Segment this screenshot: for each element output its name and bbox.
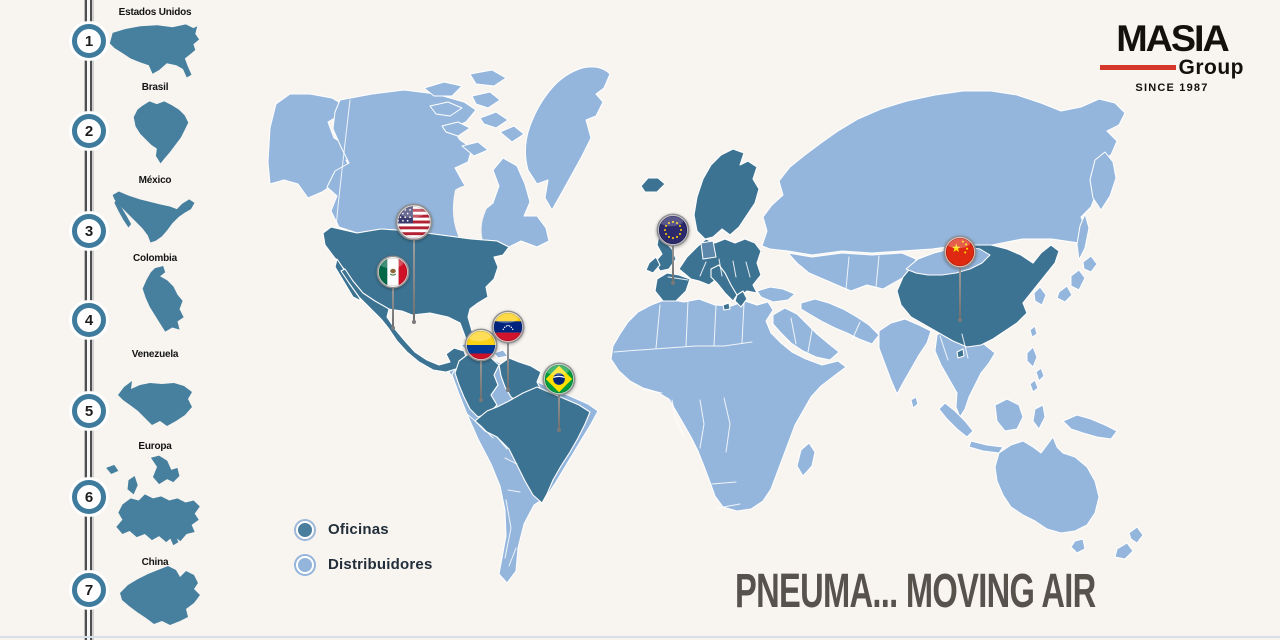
tagline: PNEUMA... MOVING AIR xyxy=(735,565,1096,618)
country-iceland xyxy=(640,177,666,193)
colombia-silhouette-icon xyxy=(142,266,184,332)
country-new-zealand xyxy=(1128,526,1144,544)
region-arabia xyxy=(772,307,840,361)
country-brazil xyxy=(474,386,591,504)
region-kamchatka xyxy=(1089,151,1117,211)
pin-stem-brazil xyxy=(557,379,561,432)
country-new-guinea xyxy=(1062,414,1118,440)
sidebar-step-1: 1 xyxy=(72,24,106,58)
country-australia xyxy=(994,436,1100,534)
pin-stem-mexico xyxy=(391,272,395,330)
mexico-silhouette-icon xyxy=(112,191,195,243)
sidebar-label-china: China xyxy=(141,557,169,568)
pin-stem-usa xyxy=(412,222,416,324)
sidebar-label-estados-unidos: Estados Unidos xyxy=(118,7,192,18)
continent-africa xyxy=(610,298,847,512)
europe-silhouette-icon xyxy=(106,455,200,546)
sidebar-step-6: 6 xyxy=(72,480,106,514)
china-silhouette-icon xyxy=(120,566,200,625)
sidebar-label-brasil: Brasil xyxy=(141,82,169,93)
country-greenland xyxy=(524,66,611,211)
logo-red-bar xyxy=(1100,65,1176,70)
pin-colombia xyxy=(464,328,498,367)
sidebar-step-4: 4 xyxy=(72,303,106,337)
china-flag-icon xyxy=(943,235,977,269)
brazil-flag-icon xyxy=(542,362,576,396)
venezuela-silhouette-icon xyxy=(118,381,192,426)
pin-mexico xyxy=(376,255,410,294)
sidebar-label-venezuela: Venezuela xyxy=(131,349,179,360)
colombia-flag-icon xyxy=(464,328,498,362)
country-india xyxy=(878,318,932,395)
distributors-legend-label: Distribuidores xyxy=(328,556,433,573)
pin-stem-venezuela xyxy=(506,327,510,392)
mexico-flag-icon xyxy=(376,255,410,289)
country-border-lines xyxy=(335,99,969,567)
pin-brasil xyxy=(542,362,576,401)
country-korea xyxy=(1033,286,1047,306)
sidebar-step-5: 5 xyxy=(72,394,106,428)
region-scandinavia xyxy=(693,148,760,240)
country-ireland xyxy=(645,256,661,274)
pin-estados-unidos xyxy=(395,203,433,246)
masia-group-logo: MASIA Group SINCE 1987 xyxy=(1100,20,1244,94)
region-iran xyxy=(800,298,880,345)
country-germany xyxy=(700,240,717,260)
country-italy xyxy=(710,264,738,302)
logo-brand-text: MASIA xyxy=(1116,18,1229,59)
pin-europa xyxy=(656,213,690,252)
hudson-bay xyxy=(452,184,489,250)
distributors-legend-dot xyxy=(296,556,314,574)
offices-legend-dot xyxy=(296,521,314,539)
logo-since-text: SINCE 1987 xyxy=(1135,82,1209,94)
country-japan xyxy=(1082,255,1098,273)
usa-flag-icon xyxy=(395,203,433,241)
usa-silhouette-icon xyxy=(109,24,200,78)
country-madagascar xyxy=(796,442,816,477)
pin-stem-europa xyxy=(671,230,675,285)
country-turkey xyxy=(756,286,796,303)
sidebar-label-europa: Europa xyxy=(138,441,172,452)
pin-stem-colombia xyxy=(479,345,483,402)
distributor-countries-layer xyxy=(267,66,1144,584)
region-central-asia xyxy=(787,252,917,292)
sidebar-step-2: 2 xyxy=(72,114,106,148)
sidebar-label-colombia: Colombia xyxy=(133,253,177,264)
office-countries-layer xyxy=(322,148,1060,504)
country-mexico xyxy=(340,268,468,373)
offices-legend-label: Oficinas xyxy=(328,521,389,538)
pin-stem-china xyxy=(958,252,962,322)
country-russia xyxy=(761,90,1126,256)
pin-venezuela xyxy=(491,310,525,349)
bottom-divider xyxy=(0,636,1280,638)
region-iberia xyxy=(654,272,691,302)
sidebar-step-7: 7 xyxy=(72,573,106,607)
logo-group-text: Group xyxy=(1178,56,1244,79)
sidebar-step-3: 3 xyxy=(72,214,106,248)
eu-flag-icon xyxy=(656,213,690,247)
brazil-silhouette-icon xyxy=(133,101,189,164)
sidebar-label-mexico: México xyxy=(138,175,172,186)
venezuela-flag-icon xyxy=(491,310,525,344)
pin-china xyxy=(943,235,977,274)
